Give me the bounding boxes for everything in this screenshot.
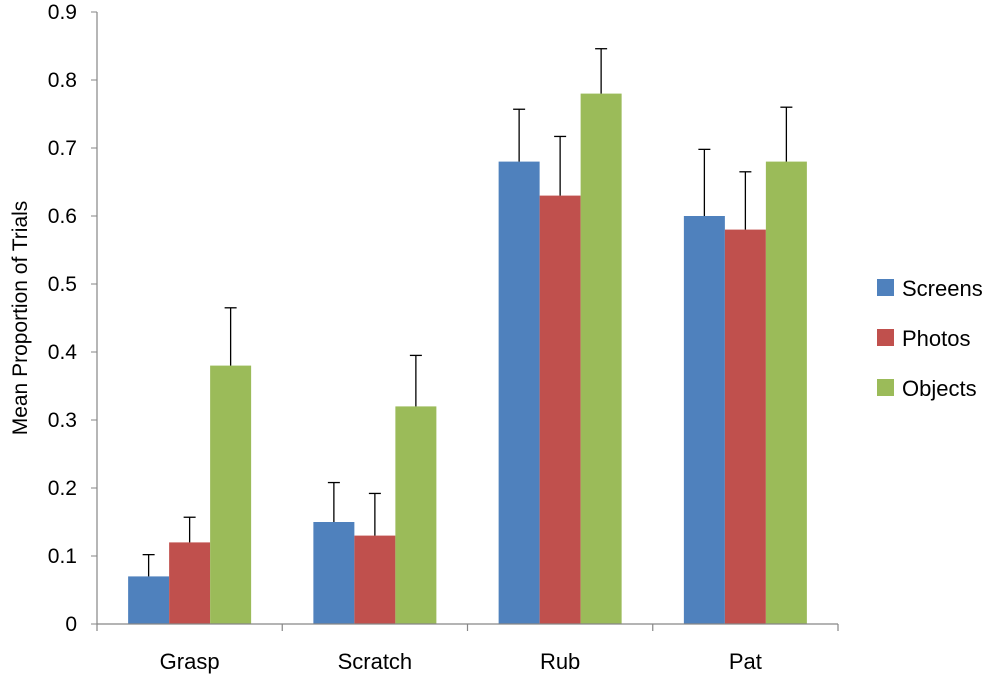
x-category-label: Rub [540,649,580,674]
y-tick-label: 0.9 [48,1,77,24]
legend-label-screens: Screens [902,276,983,301]
legend-label-photos: Photos [902,326,971,351]
legend-swatch-screens [877,279,894,296]
bar-objects-grasp [210,365,252,624]
legend-swatch-objects [877,379,894,396]
x-axis-labels: Grasp Scratch Rub Pat [160,649,762,674]
legend: Screens Photos Objects [877,276,983,401]
bar-marks [128,93,807,625]
y-tick-label: 0.7 [48,137,77,160]
bar-screens-grasp [128,576,170,624]
y-tick-label: 0.2 [48,477,77,500]
x-category-label: Pat [729,649,762,674]
x-category-label: Scratch [338,649,413,674]
y-tick-label: 0.6 [48,205,77,228]
bar-photos-grasp [169,542,211,624]
bar-screens-rub [498,161,540,624]
bar-photos-rub [539,195,581,624]
legend-swatch-photos [877,329,894,346]
axes [96,12,839,631]
y-tick-label: 0.3 [48,409,77,432]
bar-screens-pat [683,216,725,624]
error-bars [142,48,793,577]
bar-photos-pat [724,229,766,624]
y-tick-label: 0.4 [48,341,78,364]
legend-label-objects: Objects [902,376,977,401]
y-tick-label: 0 [65,613,77,636]
y-tick-label: 0.8 [48,69,77,92]
x-category-label: Grasp [160,649,220,674]
y-tick-label: 0.5 [48,273,77,296]
bar-photos-scratch [354,535,396,624]
bar-objects-pat [765,161,807,624]
bar-objects-scratch [395,406,437,624]
y-axis-ticks: 0 0.1 0.2 0.3 0.4 0.5 0.6 0.7 0.8 0.9 [48,1,97,636]
bar-objects-rub [580,93,622,625]
y-tick-label: 0.1 [48,545,77,568]
bar-screens-scratch [313,522,355,624]
y-axis-title: Mean Proportion of Trials [9,201,32,436]
